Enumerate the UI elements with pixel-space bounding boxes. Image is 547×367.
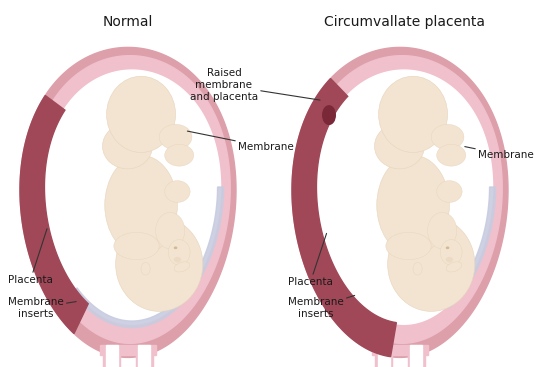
- Polygon shape: [375, 347, 392, 367]
- Polygon shape: [106, 345, 118, 367]
- Ellipse shape: [105, 155, 177, 255]
- Polygon shape: [378, 345, 390, 367]
- Polygon shape: [372, 345, 428, 355]
- Polygon shape: [136, 347, 153, 367]
- Polygon shape: [302, 56, 502, 344]
- Ellipse shape: [168, 240, 190, 265]
- Ellipse shape: [428, 212, 457, 249]
- Text: Raised
membrane
and placenta: Raised membrane and placenta: [190, 68, 320, 102]
- Polygon shape: [73, 187, 224, 327]
- Ellipse shape: [165, 144, 194, 166]
- Polygon shape: [20, 95, 88, 334]
- Ellipse shape: [377, 155, 450, 255]
- Polygon shape: [292, 47, 508, 357]
- Text: Membrane: Membrane: [188, 131, 294, 152]
- Text: Membrane
inserts: Membrane inserts: [8, 297, 76, 319]
- Ellipse shape: [446, 257, 453, 262]
- Polygon shape: [100, 345, 156, 355]
- Text: Circumvallate placenta: Circumvallate placenta: [324, 15, 486, 29]
- Ellipse shape: [322, 105, 336, 125]
- Ellipse shape: [412, 217, 432, 233]
- Polygon shape: [316, 70, 492, 324]
- Ellipse shape: [446, 262, 462, 272]
- Ellipse shape: [388, 217, 475, 311]
- Ellipse shape: [120, 240, 190, 297]
- Polygon shape: [408, 347, 425, 367]
- Ellipse shape: [114, 232, 159, 259]
- Ellipse shape: [165, 181, 190, 203]
- Text: Membrane: Membrane: [465, 146, 534, 160]
- Text: Placenta: Placenta: [288, 233, 333, 287]
- Polygon shape: [138, 345, 150, 367]
- Ellipse shape: [437, 181, 462, 203]
- Polygon shape: [30, 56, 230, 344]
- Text: Placenta: Placenta: [8, 229, 53, 285]
- Ellipse shape: [392, 240, 462, 297]
- Text: Membrane
inserts: Membrane inserts: [288, 295, 354, 319]
- Polygon shape: [20, 47, 236, 357]
- Polygon shape: [410, 345, 422, 367]
- Ellipse shape: [107, 76, 176, 153]
- Ellipse shape: [440, 240, 462, 265]
- Polygon shape: [103, 347, 120, 367]
- Ellipse shape: [174, 257, 181, 262]
- Ellipse shape: [446, 247, 450, 249]
- Polygon shape: [447, 187, 496, 308]
- Ellipse shape: [313, 93, 335, 123]
- Ellipse shape: [141, 262, 150, 275]
- Ellipse shape: [140, 217, 160, 233]
- Ellipse shape: [437, 144, 465, 166]
- Ellipse shape: [159, 124, 192, 150]
- Ellipse shape: [115, 217, 203, 311]
- Ellipse shape: [431, 124, 464, 150]
- Ellipse shape: [379, 76, 447, 153]
- Ellipse shape: [375, 123, 424, 169]
- Polygon shape: [292, 79, 397, 357]
- Ellipse shape: [155, 212, 185, 249]
- Ellipse shape: [413, 262, 422, 275]
- Polygon shape: [43, 70, 220, 324]
- Ellipse shape: [386, 232, 431, 259]
- Ellipse shape: [102, 123, 153, 169]
- Text: Normal: Normal: [103, 15, 153, 29]
- Ellipse shape: [174, 247, 177, 249]
- Ellipse shape: [174, 262, 190, 272]
